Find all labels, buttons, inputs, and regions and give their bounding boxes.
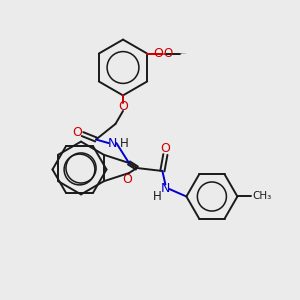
Text: O: O	[122, 173, 132, 186]
Text: O: O	[118, 100, 128, 113]
Text: O: O	[164, 47, 173, 60]
Text: H: H	[119, 136, 128, 150]
Text: O: O	[154, 47, 164, 60]
Text: N: N	[161, 182, 170, 196]
Text: N: N	[108, 136, 117, 150]
Text: H: H	[153, 190, 161, 203]
Text: O: O	[160, 142, 170, 155]
Text: CH₃: CH₃	[252, 191, 272, 202]
Text: O: O	[72, 126, 82, 139]
Text: methoxy: methoxy	[181, 52, 187, 53]
